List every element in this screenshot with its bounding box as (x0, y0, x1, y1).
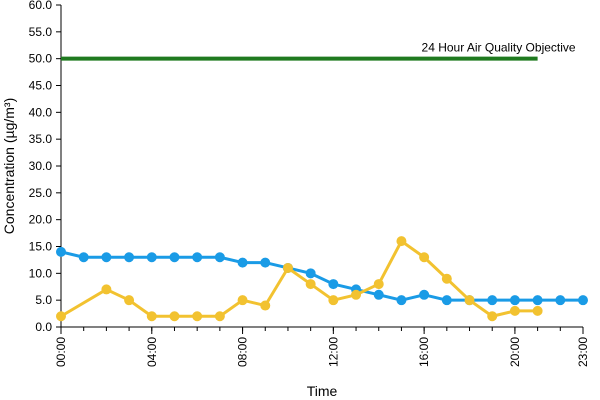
series-2-point (464, 295, 475, 306)
series-1-point (192, 252, 203, 263)
series-1-point (305, 268, 316, 279)
y-tick-label: 0.0 (35, 320, 52, 334)
objective-label: 24 Hour Air Quality Objective (422, 41, 576, 55)
x-tick-label: 12:00 (326, 337, 340, 367)
y-tick-label: 60.0 (29, 0, 53, 12)
y-tick-label: 55.0 (29, 25, 53, 39)
series-2-point (396, 236, 407, 247)
series-1-point (101, 252, 112, 263)
series-2-point (441, 273, 452, 284)
y-tick-label: 50.0 (29, 52, 53, 66)
series-2-point (169, 311, 180, 322)
series-1-point (214, 252, 225, 263)
series-2-point (509, 305, 520, 316)
x-tick-label: 04:00 (145, 337, 159, 367)
series-2-point (351, 289, 362, 300)
series-2-point (56, 311, 66, 322)
y-tick-label: 10.0 (29, 266, 53, 280)
series-1-point (555, 295, 566, 306)
series-2-point (146, 311, 157, 322)
series-1-point (532, 295, 543, 306)
series-1-point (260, 257, 271, 268)
series-1-point (509, 295, 520, 306)
series-1-point (146, 252, 157, 263)
series-2-point (282, 262, 293, 273)
series-2-point (373, 279, 384, 290)
series-2-point (260, 300, 271, 311)
series-2-point (214, 311, 225, 322)
x-tick-label: 20:00 (508, 337, 522, 367)
x-tick-label: 08:00 (236, 337, 250, 367)
series-2-point (487, 311, 498, 322)
y-tick-label: 25.0 (29, 186, 53, 200)
y-axis-title: Concentration (µg/m³) (1, 98, 17, 234)
series-1-point (419, 289, 430, 300)
y-tick-label: 35.0 (29, 132, 53, 146)
x-tick-label: 16:00 (417, 337, 431, 367)
series-1-point (169, 252, 180, 263)
series-2-point (532, 305, 543, 316)
series-1-point (373, 289, 384, 300)
series-1-point (487, 295, 498, 306)
x-tick-labels: 00:00 04:00 08:00 12:00 16:00 20:00 23:00 (54, 337, 590, 367)
series-1-point (578, 295, 588, 306)
series-2-line (60, 239, 538, 318)
series-2-point (328, 295, 339, 306)
series-1-point (441, 295, 452, 306)
series-1-point (237, 257, 248, 268)
x-tick-label: 23:00 (576, 337, 590, 367)
series-2-point (305, 279, 316, 290)
y-tick-label: 30.0 (29, 159, 53, 173)
series-2-point (124, 295, 135, 306)
x-axis-title: Time (307, 383, 338, 399)
series-group (56, 236, 588, 322)
y-tick-label: 45.0 (29, 79, 53, 93)
y-tick-label: 5.0 (35, 293, 52, 307)
series-2-point (101, 284, 112, 295)
series-2-point (192, 311, 203, 322)
y-tick-label: 15.0 (29, 240, 53, 254)
objective-line-group: 24 Hour Air Quality Objective (61, 41, 576, 61)
series-1-point (124, 252, 135, 263)
series-1-point (78, 252, 89, 263)
series-2-point (419, 252, 430, 263)
y-tick-label: 40.0 (29, 105, 53, 119)
axes (56, 4, 584, 334)
series-1-point (328, 279, 339, 290)
series-1-point (396, 295, 407, 306)
y-tick-label: 20.0 (29, 213, 53, 227)
x-tick-label: 00:00 (54, 337, 68, 367)
y-tick-labels: 0.0 5.0 10.0 15.0 20.0 25.0 30.0 35.0 40.0 45.0 50… (29, 0, 53, 334)
series-1-point (56, 246, 66, 257)
series-2-point (237, 295, 248, 306)
